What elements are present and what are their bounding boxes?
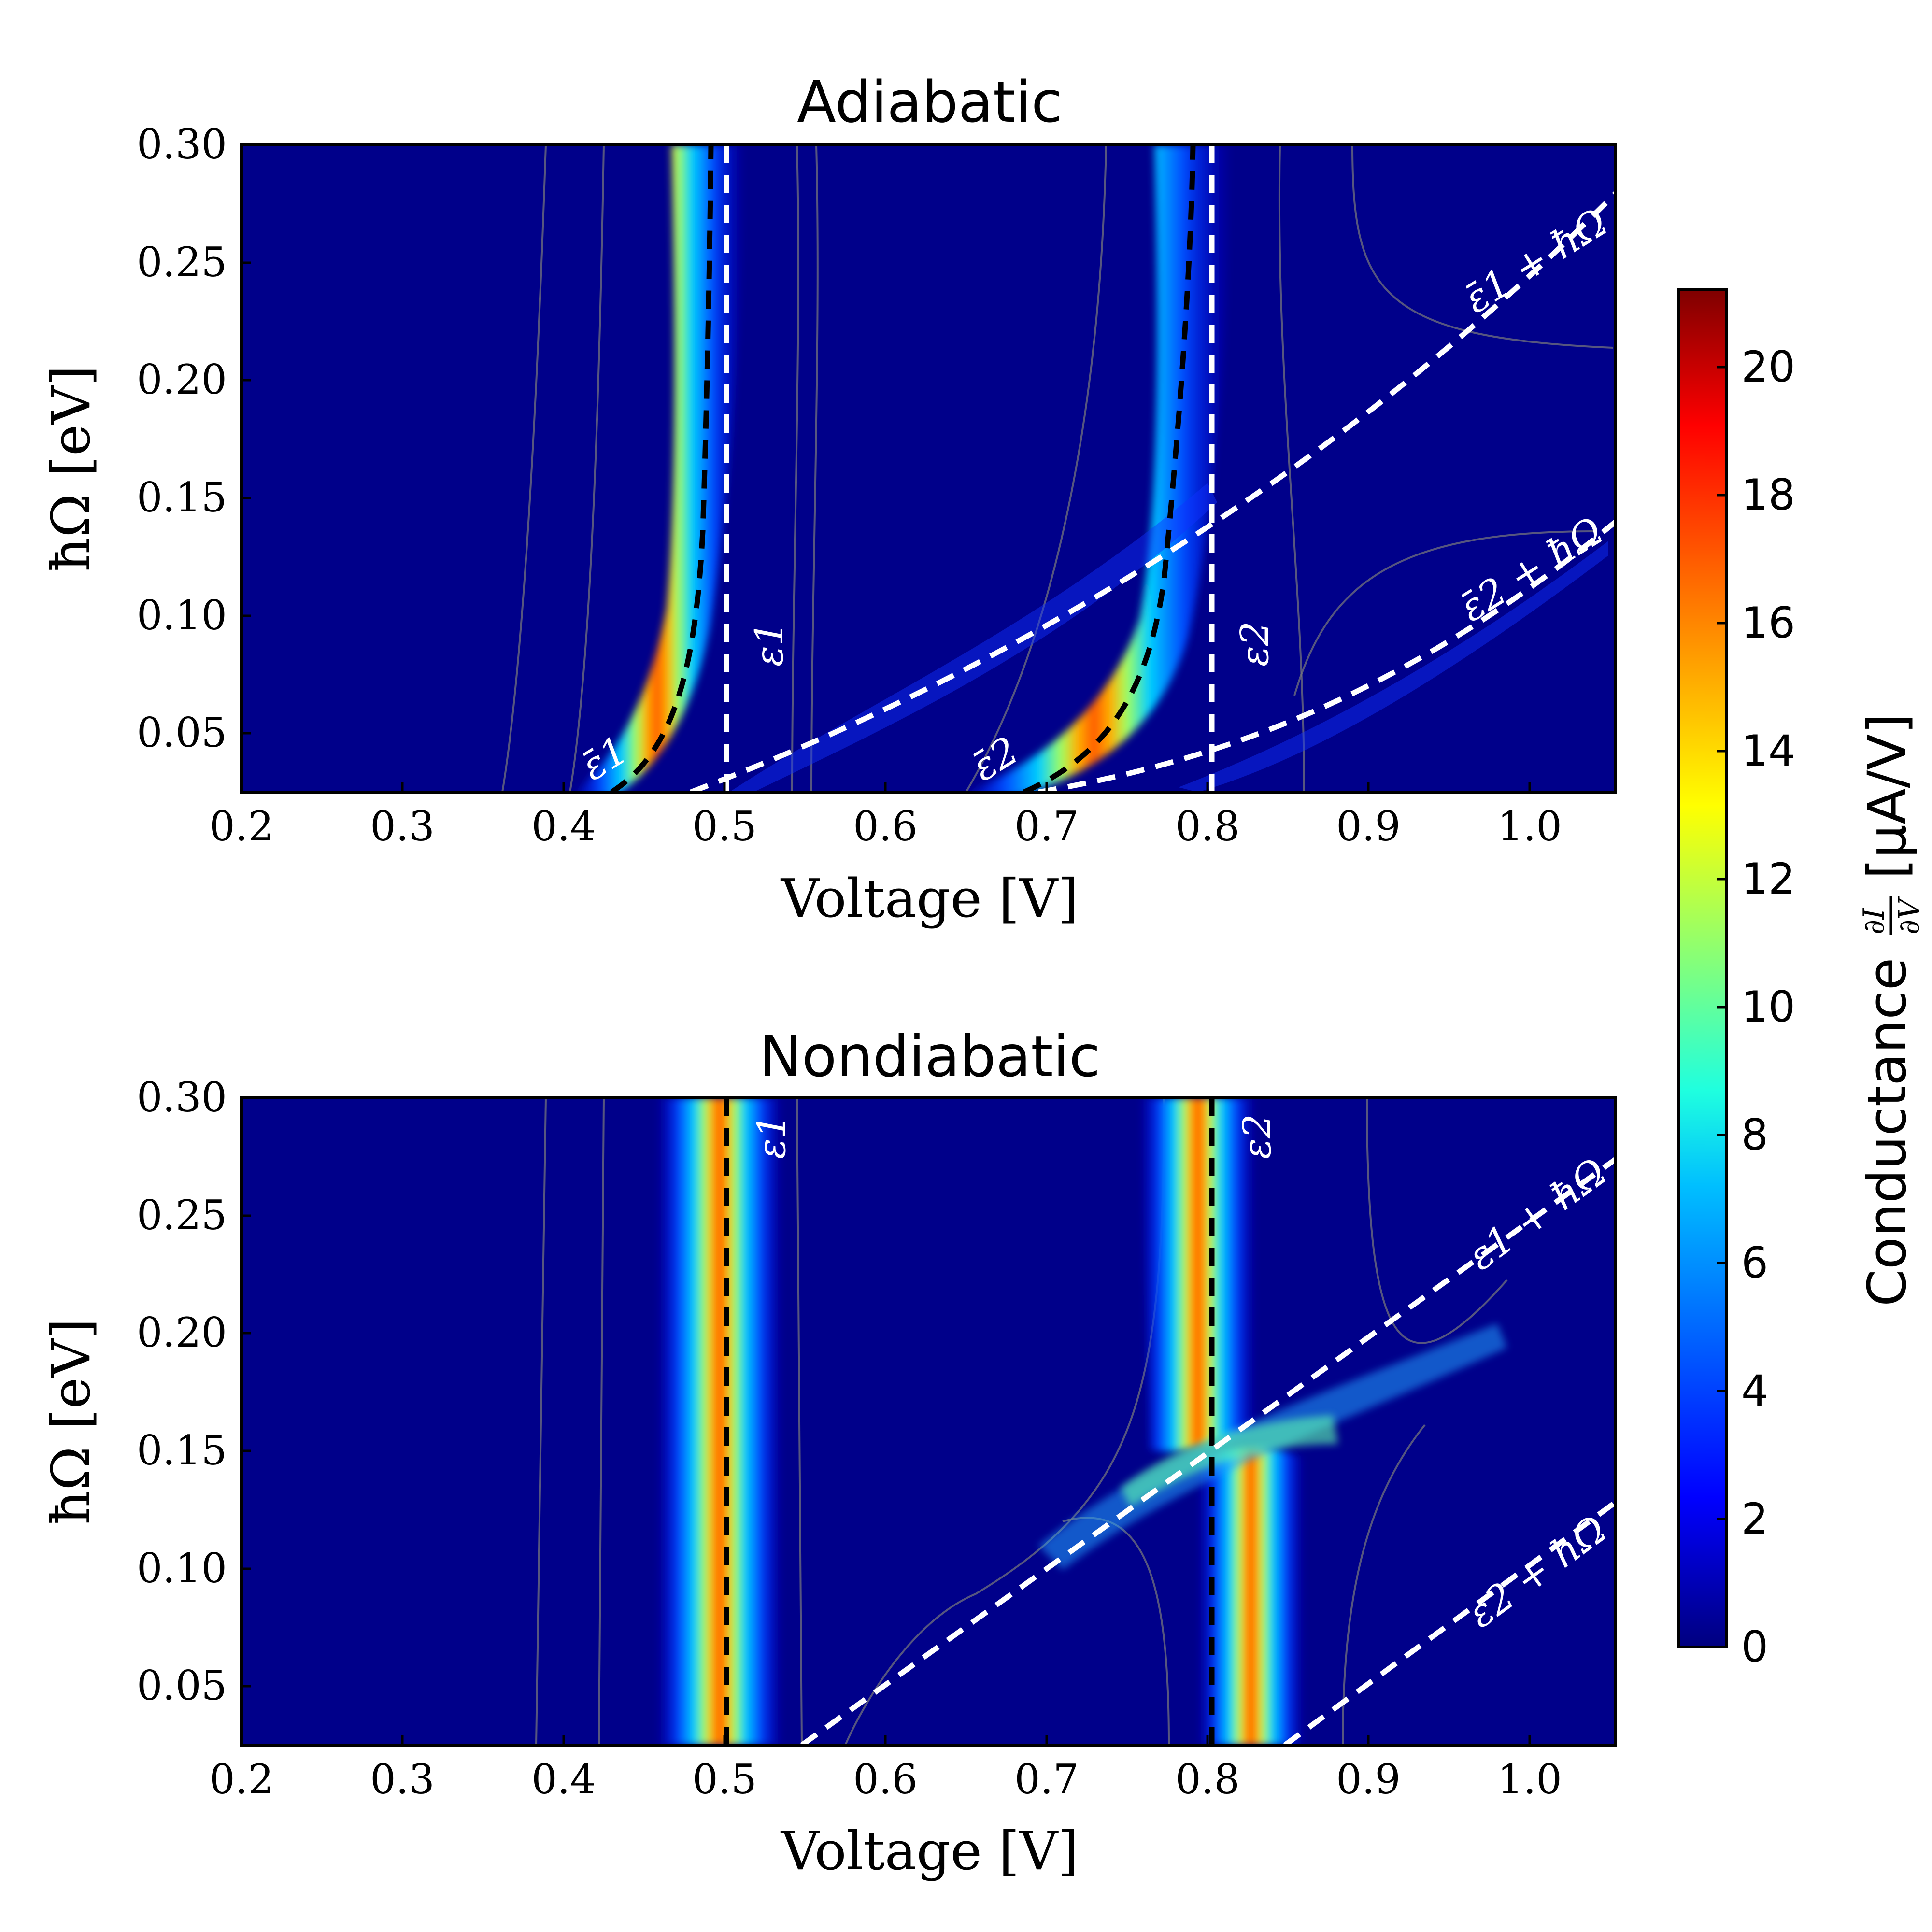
nondiabatic-ytick-labels: 0.30 0.25 0.20 0.15 0.10 0.05 (137, 1074, 227, 1709)
adiabatic-e2bar-line (1023, 145, 1196, 792)
nondiabatic-band-e2-upper (1140, 1098, 1256, 1452)
xtick-label: 1.0 (1497, 1756, 1562, 1803)
adiabatic-ytick-labels: 0.30 0.25 0.20 0.15 0.10 0.05 (137, 121, 227, 756)
nondiabatic-band-e1 (657, 1098, 782, 1745)
ytick-label: 0.20 (137, 1309, 227, 1356)
ytick-label: 0.15 (137, 1427, 227, 1474)
xtick-label: 0.5 (692, 803, 757, 850)
ytick-label: 0.10 (137, 1545, 227, 1592)
nondiabatic-dashed-lines (724, 1098, 1616, 1745)
nondiabatic-e1-plus-line (800, 1157, 1616, 1745)
nondiabatic-ylabel: ħΩ [eV] (40, 1318, 102, 1524)
colorbar-gradient (1677, 288, 1728, 1648)
colorbar-label: Conductance ∂I ∂V [μA/V] (1856, 713, 1926, 1307)
xtick-label: 0.8 (1175, 1756, 1240, 1803)
ytick-label: 0.10 (137, 592, 227, 639)
adiabatic-xlabel: Voltage [V] (780, 867, 1079, 929)
colorbar-label-unit: [μA/V] (1856, 713, 1918, 879)
adiabatic-label-e2: ε2 (1232, 621, 1277, 667)
xtick-label: 0.4 (531, 803, 596, 850)
adiabatic-band-e1 (575, 145, 744, 792)
adiabatic-xtick-labels: 0.2 0.3 0.4 0.5 0.6 0.7 0.8 0.9 1.0 (209, 803, 1562, 850)
ytick-label: 0.15 (137, 474, 227, 521)
colorbar-tick-label: 0 (1741, 1622, 1768, 1672)
adiabatic-dashed-lines (610, 145, 1616, 792)
nondiabatic-xtick-labels: 0.2 0.3 0.4 0.5 0.6 0.7 0.8 0.9 1.0 (209, 1756, 1562, 1803)
xtick-label: 0.3 (370, 803, 435, 850)
nondiabatic-yticks (242, 1096, 251, 1688)
xtick-label: 0.2 (209, 1756, 274, 1803)
colorbar-tick-label: 10 (1741, 982, 1795, 1032)
ytick-label: 0.20 (137, 356, 227, 403)
adiabatic-xticks (240, 782, 1531, 792)
ytick-label: 0.30 (137, 121, 227, 168)
colorbar-tick-label: 18 (1741, 470, 1795, 520)
adiabatic-yticks (242, 143, 251, 735)
xtick-label: 0.9 (1336, 1756, 1401, 1803)
adiabatic-ylabel: ħΩ [eV] (40, 365, 102, 571)
xtick-label: 0.7 (1014, 1756, 1079, 1803)
adiabatic-band-e2 (968, 145, 1232, 792)
colorbar-tick-label: 12 (1741, 854, 1795, 904)
colorbar-tick-label: 16 (1741, 598, 1795, 648)
adiabatic-e1bar-plus-line (690, 191, 1616, 792)
colorbar-tick-labels: 0 2 4 6 8 10 12 14 16 18 20 (1741, 342, 1795, 1672)
ytick-label: 0.25 (137, 1192, 227, 1239)
xtick-label: 0.3 (370, 1756, 435, 1803)
colorbar-label-fraction-den: ∂V (1892, 896, 1926, 935)
nondiabatic-xticks (240, 1735, 1531, 1745)
xtick-label: 0.6 (853, 1756, 918, 1803)
xtick-label: 0.8 (1175, 803, 1240, 850)
adiabatic-e1bar-line (610, 145, 714, 792)
adiabatic-background (242, 145, 1616, 792)
xtick-label: 0.5 (692, 1756, 757, 1803)
colorbar-tick-label: 8 (1741, 1110, 1768, 1160)
colorbar-label-fraction-num: ∂I (1857, 908, 1891, 935)
colorbar: 0 2 4 6 8 10 12 14 16 18 20 Conductance … (1677, 288, 1926, 1672)
colorbar-tick-label: 4 (1741, 1366, 1768, 1416)
nondiabatic-background (242, 1098, 1616, 1745)
ytick-label: 0.05 (137, 1662, 227, 1709)
nondiabatic-panel: Nondiabatic (40, 1023, 1617, 1882)
nondiabatic-xlabel: Voltage [V] (780, 1820, 1079, 1882)
colorbar-label-prefix: Conductance (1856, 958, 1918, 1307)
ytick-label: 0.25 (137, 239, 227, 286)
xtick-label: 1.0 (1497, 803, 1562, 850)
xtick-label: 0.6 (853, 803, 918, 850)
xtick-label: 0.2 (209, 803, 274, 850)
adiabatic-e2bar-plus-line (1038, 519, 1616, 792)
nondiabatic-e2-plus-line (1283, 1500, 1616, 1745)
adiabatic-title: Adiabatic (797, 69, 1063, 135)
xtick-label: 0.9 (1336, 803, 1401, 850)
colorbar-ticks (1717, 366, 1727, 1648)
nondiabatic-label-e1: ε1 (749, 1114, 794, 1159)
adiabatic-contours (501, 145, 1614, 792)
nondiabatic-title: Nondiabatic (759, 1023, 1100, 1090)
colorbar-tick-label: 14 (1741, 726, 1795, 776)
nondiabatic-band-e2-lower (1198, 1448, 1304, 1745)
ytick-label: 0.05 (137, 709, 227, 756)
nondiabatic-plot-frame (240, 1096, 1617, 1747)
adiabatic-label-e1: ε1 (747, 621, 792, 667)
colorbar-tick-label: 2 (1741, 1494, 1768, 1544)
ytick-label: 0.30 (137, 1074, 227, 1121)
adiabatic-panel: Adiabatic (40, 69, 1617, 929)
xtick-label: 0.7 (1014, 803, 1079, 850)
adiabatic-plot-frame (240, 143, 1617, 794)
colorbar-tick-label: 6 (1741, 1238, 1768, 1288)
xtick-label: 0.4 (531, 1756, 596, 1803)
colorbar-tick-label: 20 (1741, 342, 1795, 392)
nondiabatic-label-e2: ε2 (1235, 1114, 1279, 1159)
